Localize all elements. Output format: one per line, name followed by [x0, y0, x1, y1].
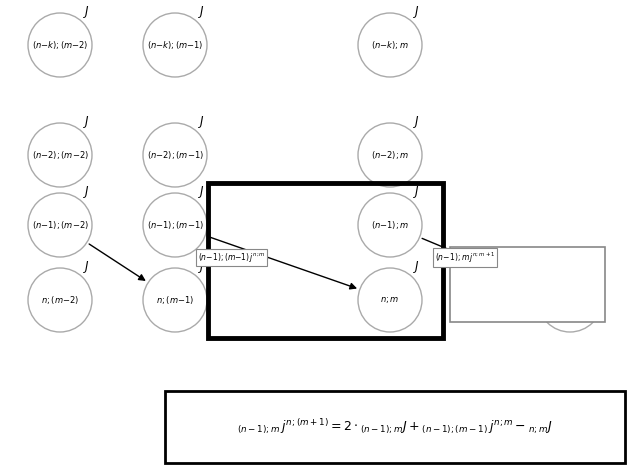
Text: $\mathit{J}$: $\mathit{J}$ — [83, 114, 90, 130]
Text: $\mathit{J}$: $\mathit{J}$ — [413, 114, 420, 130]
Text: $\mathit{J}$: $\mathit{J}$ — [413, 4, 420, 20]
Text: ${}_{(n-1);m}\,j^{n;(m+1)} = 2\cdot{}_{(n-1);m}J + {}_{(n-1);(m-1)}\,j^{n;m} - {: ${}_{(n-1);m}\,j^{n;(m+1)} = 2\cdot{}_{(… — [237, 417, 553, 437]
Circle shape — [28, 193, 92, 257]
Text: $(n{-}2);(m{-}1)$: $(n{-}2);(m{-}1)$ — [146, 149, 203, 161]
Text: $\mathit{J}$: $\mathit{J}$ — [413, 259, 420, 275]
Circle shape — [143, 268, 207, 332]
Text: $\mathit{J}$: $\mathit{J}$ — [593, 259, 600, 275]
Bar — [165, 391, 625, 463]
Text: $\mathit{J}$: $\mathit{J}$ — [198, 4, 205, 20]
Text: $n;m$: $n;m$ — [380, 295, 399, 305]
Text: $n;(m{+}1)$: $n;(m{+}1)$ — [551, 294, 589, 306]
Circle shape — [28, 123, 92, 187]
Text: $n;(m{-}2)$: $n;(m{-}2)$ — [41, 294, 79, 306]
Text: $\mathit{J}$: $\mathit{J}$ — [83, 184, 90, 200]
Text: $\mathit{J}$: $\mathit{J}$ — [198, 114, 205, 130]
Circle shape — [358, 268, 422, 332]
Bar — [208, 183, 443, 338]
Text: $(n{-}2);(m{-}2)$: $(n{-}2);(m{-}2)$ — [32, 149, 89, 161]
Circle shape — [143, 123, 207, 187]
Circle shape — [358, 13, 422, 77]
Circle shape — [28, 13, 92, 77]
Text: $(n{-}1);m$: $(n{-}1);m$ — [371, 219, 409, 231]
Circle shape — [143, 13, 207, 77]
Text: $(n{-}k);(m{-}1)$: $(n{-}k);(m{-}1)$ — [147, 39, 203, 51]
Circle shape — [358, 193, 422, 257]
Text: $(n{-}k);(m{-}2)$: $(n{-}k);(m{-}2)$ — [32, 39, 88, 51]
Circle shape — [538, 268, 602, 332]
Text: $(n{-}1);(m{-}2)$: $(n{-}1);(m{-}2)$ — [32, 219, 89, 231]
Text: $\mathit{J}$: $\mathit{J}$ — [83, 4, 90, 20]
Text: $\mathit{J}$: $\mathit{J}$ — [198, 259, 205, 275]
Text: $\mathit{J}$: $\mathit{J}$ — [413, 184, 420, 200]
Circle shape — [358, 123, 422, 187]
Text: $(n{-}1);(m{-}1)$: $(n{-}1);(m{-}1)$ — [146, 219, 203, 231]
Text: $(n{-}1);(m{-}1)\,j^{n;m}$: $(n{-}1);(m{-}1)\,j^{n;m}$ — [197, 251, 265, 264]
Text: $\mathit{J}$: $\mathit{J}$ — [198, 184, 205, 200]
Text: $(n{-}1);m\,j^{n;m+1}$: $(n{-}1);m\,j^{n;m+1}$ — [435, 250, 496, 265]
Circle shape — [28, 268, 92, 332]
Text: $\mathit{J}$: $\mathit{J}$ — [83, 259, 90, 275]
Text: $(n{-}2);m$: $(n{-}2);m$ — [371, 149, 409, 161]
Bar — [450, 247, 605, 322]
Circle shape — [143, 193, 207, 257]
Text: $(n{-}k);m$: $(n{-}k);m$ — [371, 39, 409, 51]
Text: $n;(m{-}1)$: $n;(m{-}1)$ — [156, 294, 194, 306]
